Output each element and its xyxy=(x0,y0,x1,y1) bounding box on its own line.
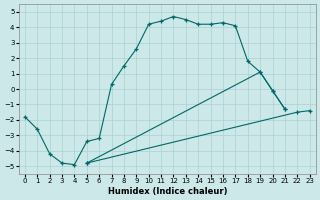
X-axis label: Humidex (Indice chaleur): Humidex (Indice chaleur) xyxy=(108,187,227,196)
